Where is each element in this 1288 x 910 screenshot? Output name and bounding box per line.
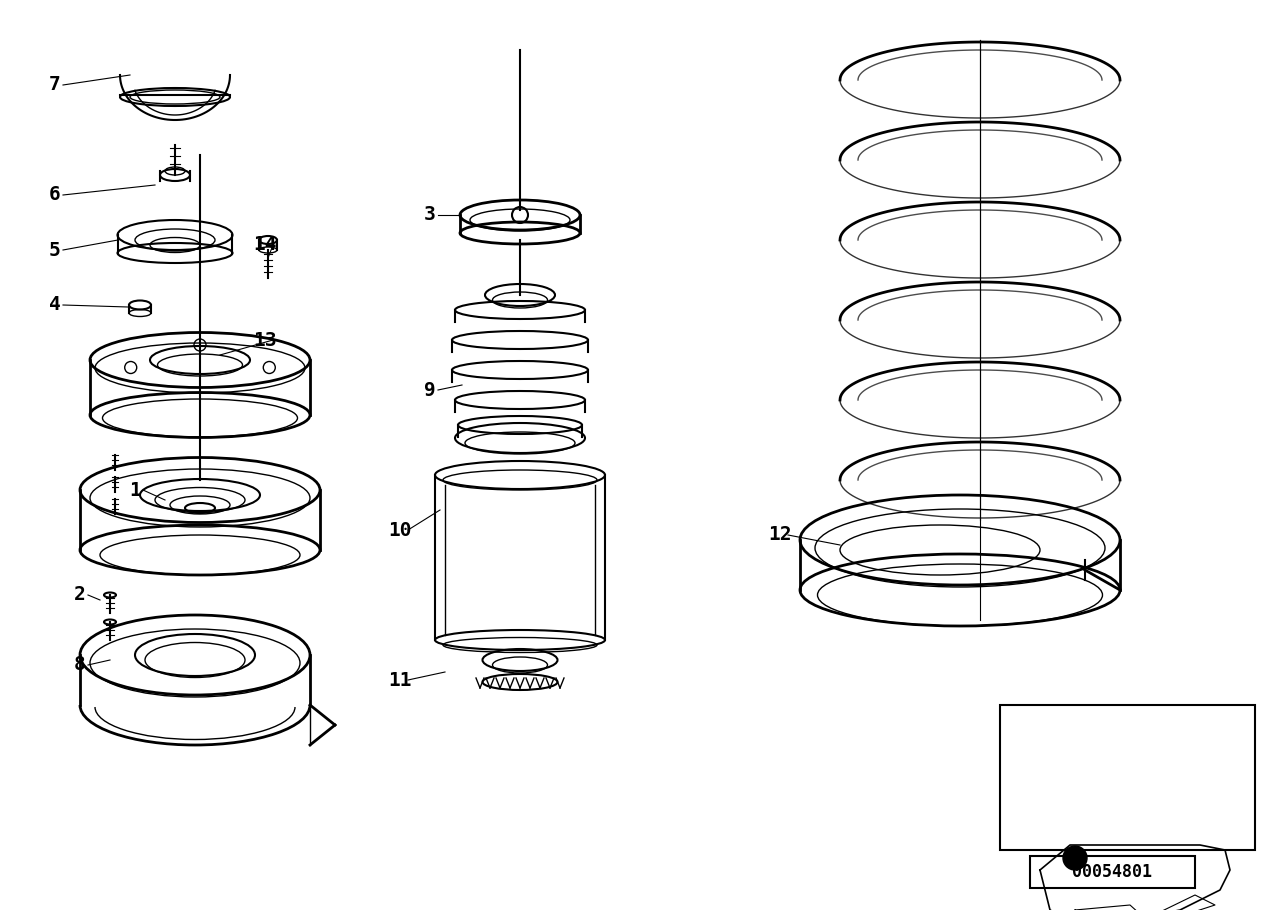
- Bar: [1030, 856, 1195, 888]
- Text: 7: 7: [49, 76, 61, 95]
- Text: 5: 5: [49, 240, 61, 259]
- Text: 1: 1: [129, 480, 140, 500]
- Circle shape: [1063, 846, 1087, 870]
- Text: 2: 2: [75, 585, 86, 604]
- Text: 9: 9: [424, 380, 435, 399]
- Text: 12: 12: [768, 525, 792, 544]
- Text: 13: 13: [254, 330, 277, 349]
- Text: 10: 10: [388, 521, 412, 540]
- Text: 14: 14: [254, 236, 277, 255]
- Text: 4: 4: [49, 296, 61, 315]
- Text: 00054801: 00054801: [1072, 863, 1151, 881]
- Text: 3: 3: [424, 206, 435, 225]
- Text: 6: 6: [49, 186, 61, 205]
- Bar: [999, 705, 1255, 850]
- Text: 8: 8: [75, 655, 86, 674]
- Text: 11: 11: [388, 671, 412, 690]
